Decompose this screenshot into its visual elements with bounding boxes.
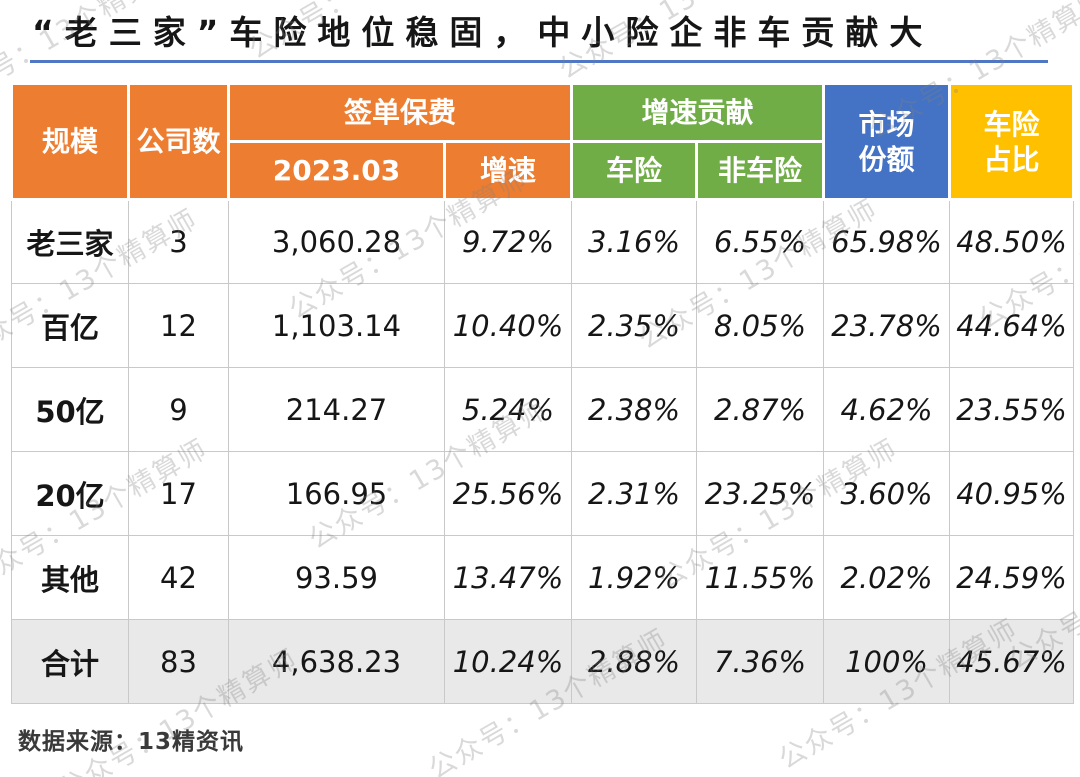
cell-count: 3 [128,199,229,284]
header-car-ratio-label: 车险占比 [983,107,1040,176]
header-noncar: 非车险 [695,140,826,201]
premium-table: 规模 公司数 签单保费 增速贡献 市场份额 车险占比 2023.03 增速 车险… [10,82,1076,704]
data-source-note: 数据来源：13精资讯 [18,729,245,755]
cell-noncar: 11.55% [696,535,825,620]
header-car-ratio: 车险占比 [948,82,1076,201]
cell-share: 4.62% [823,367,951,452]
cell-scale: 50亿 [11,367,129,452]
cell-car: 2.38% [571,367,698,452]
cell-ratio: 24.59% [949,535,1075,620]
cell-share: 65.98% [823,199,951,284]
cell-premium: 166.95 [228,451,445,536]
cell-noncar: 2.87% [696,367,825,452]
cell-count: 17 [128,451,229,536]
table-header: 规模 公司数 签单保费 增速贡献 市场份额 车险占比 2023.03 增速 车险… [10,82,1076,201]
cell-growth: 5.24% [443,367,573,452]
cell-share: 2.02% [823,535,951,620]
header-market-share-label: 市场份额 [858,107,915,176]
cell-growth: 10.40% [443,283,573,368]
table-row: 50亿 9 214.27 5.24% 2.38% 2.87% 4.62% 23.… [11,367,1075,452]
cell-ratio: 44.64% [949,283,1075,368]
cell-premium: 3,060.28 [228,199,445,284]
cell-noncar: 23.25% [696,451,825,536]
table-row: 其他 42 93.59 13.47% 1.92% 11.55% 2.02% 24… [11,535,1075,620]
cell-noncar: 7.36% [696,619,825,704]
title-underline [30,60,1048,63]
cell-premium: 4,638.23 [228,619,445,704]
header-premium-period: 2023.03 [227,140,446,201]
cell-ratio: 48.50% [949,199,1075,284]
header-growth: 增速 [442,140,574,201]
table-row: 老三家 3 3,060.28 9.72% 3.16% 6.55% 65.98% … [11,199,1075,284]
table-row: 20亿 17 166.95 25.56% 2.31% 23.25% 3.60% … [11,451,1075,536]
cell-car: 2.88% [571,619,698,704]
cell-scale: 老三家 [11,199,129,284]
header-market-share: 市场份额 [822,82,952,201]
cell-growth: 25.56% [443,451,573,536]
table-row: 百亿 12 1,103.14 10.40% 2.35% 8.05% 23.78%… [11,283,1075,368]
cell-scale: 百亿 [11,283,129,368]
header-contribution-group: 增速贡献 [570,82,826,143]
cell-car: 2.31% [571,451,698,536]
cell-count: 9 [128,367,229,452]
cell-count: 12 [128,283,229,368]
cell-car: 3.16% [571,199,698,284]
cell-growth: 10.24% [443,619,573,704]
cell-noncar: 6.55% [696,199,825,284]
header-company-count: 公司数 [127,82,230,201]
cell-car: 1.92% [571,535,698,620]
header-scale: 规模 [10,82,130,201]
cell-count: 83 [128,619,229,704]
cell-premium: 214.27 [228,367,445,452]
page-title: “老三家”车险地位稳固，中小险企非车贡献大 [32,13,934,52]
cell-scale: 其他 [11,535,129,620]
header-car: 车险 [570,140,699,201]
header-premium-group: 签单保费 [226,82,574,143]
cell-growth: 9.72% [443,199,573,284]
cell-noncar: 8.05% [696,283,825,368]
cell-scale: 20亿 [11,451,129,536]
cell-premium: 93.59 [228,535,445,620]
table-row-total: 合计 83 4,638.23 10.24% 2.88% 7.36% 100% 4… [11,619,1075,704]
cell-car: 2.35% [571,283,698,368]
cell-share: 23.78% [823,283,951,368]
cell-count: 42 [128,535,229,620]
cell-ratio: 40.95% [949,451,1075,536]
cell-ratio: 23.55% [949,367,1075,452]
cell-premium: 1,103.14 [228,283,445,368]
cell-share: 3.60% [823,451,951,536]
cell-ratio: 45.67% [949,619,1075,704]
cell-growth: 13.47% [443,535,573,620]
cell-scale: 合计 [11,619,129,704]
cell-share: 100% [823,619,951,704]
